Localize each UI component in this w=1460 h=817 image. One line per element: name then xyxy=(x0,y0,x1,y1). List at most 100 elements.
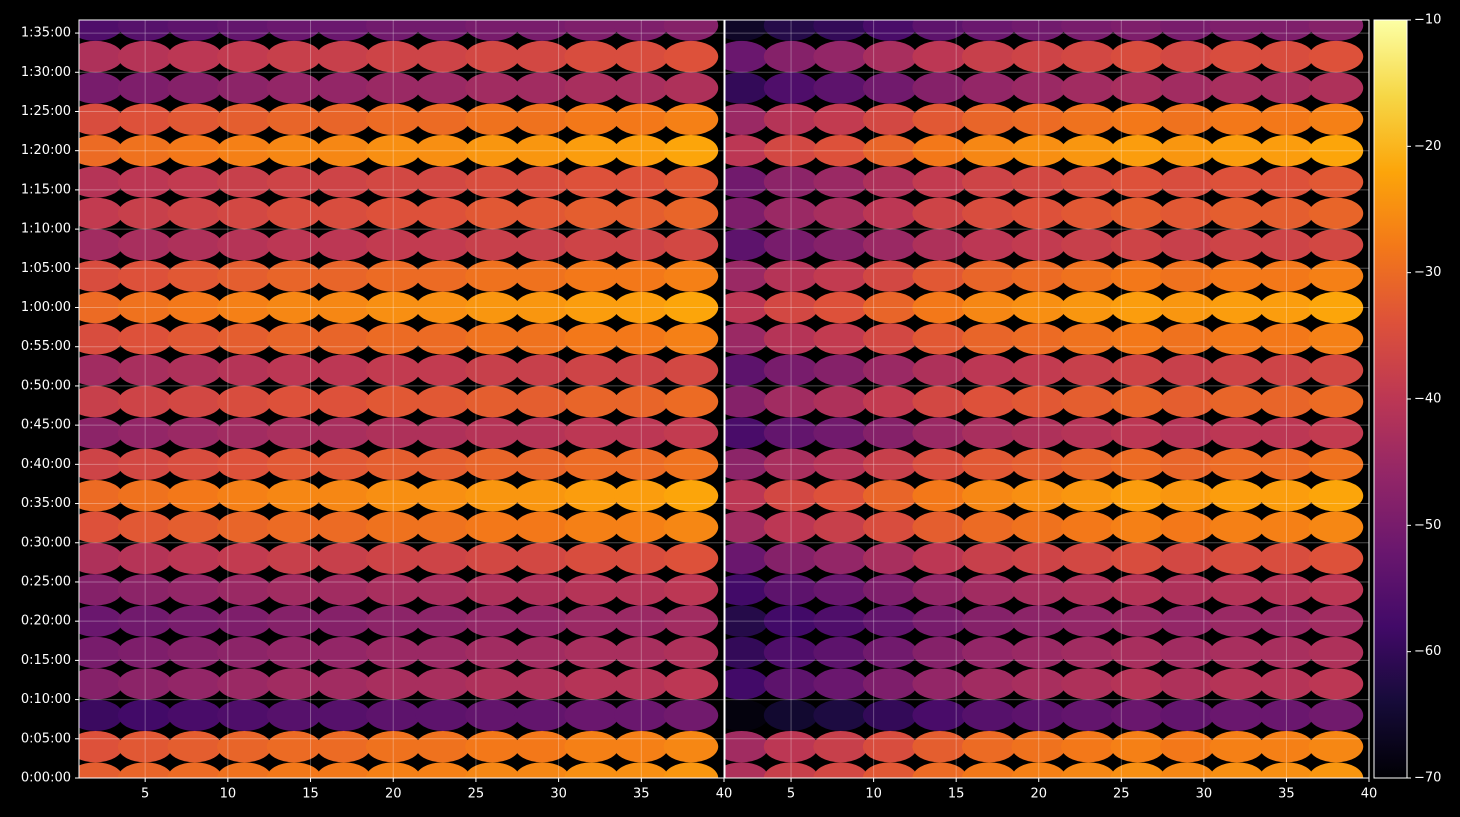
cell xyxy=(614,20,669,41)
cell xyxy=(564,636,619,669)
cell xyxy=(1011,636,1066,669)
cell xyxy=(614,229,669,261)
cell xyxy=(663,229,719,261)
cell xyxy=(725,699,769,731)
cell xyxy=(1209,668,1265,700)
cell xyxy=(514,135,570,167)
cell xyxy=(614,542,669,575)
cell xyxy=(117,668,173,700)
cell xyxy=(365,542,421,575)
cell xyxy=(79,762,123,778)
cell xyxy=(564,291,619,324)
cell xyxy=(813,605,868,637)
cell xyxy=(167,511,223,543)
cell xyxy=(725,574,769,606)
cell xyxy=(725,103,769,136)
cell xyxy=(564,730,619,763)
cell xyxy=(725,135,769,167)
cell xyxy=(1110,166,1166,198)
cell xyxy=(725,636,769,669)
x-tick-label: 15 xyxy=(948,787,965,802)
axes-frame xyxy=(78,19,725,779)
cell xyxy=(465,197,520,230)
cell xyxy=(117,605,173,637)
cell xyxy=(1259,166,1314,198)
cell xyxy=(1110,197,1166,230)
cell xyxy=(1160,20,1215,41)
cell xyxy=(465,385,520,418)
cell xyxy=(725,417,769,449)
cell xyxy=(266,417,322,449)
cell xyxy=(725,197,769,230)
cell xyxy=(725,385,769,418)
cell xyxy=(1110,323,1166,355)
cell xyxy=(614,103,669,136)
cell xyxy=(614,605,669,637)
cell xyxy=(663,668,719,700)
colorbar-tick-label: −70 xyxy=(1414,771,1441,786)
cell xyxy=(663,166,719,198)
cell xyxy=(514,385,570,418)
cell xyxy=(961,166,1017,198)
cell xyxy=(1209,699,1265,731)
cell xyxy=(167,385,223,418)
cell xyxy=(266,135,322,167)
cell xyxy=(415,417,471,449)
cell xyxy=(663,20,719,41)
cell xyxy=(465,605,520,637)
cell xyxy=(862,511,918,543)
cell xyxy=(1160,72,1215,104)
cell xyxy=(1259,385,1314,418)
cell xyxy=(912,417,967,449)
cell xyxy=(1061,730,1116,763)
cell xyxy=(763,480,819,512)
cell xyxy=(1061,762,1116,778)
cell xyxy=(564,20,619,41)
cell xyxy=(1308,166,1364,198)
cell xyxy=(614,636,669,669)
cell xyxy=(117,511,173,543)
cell xyxy=(1110,668,1166,700)
colorbar-tick-label: −60 xyxy=(1414,644,1441,659)
cell xyxy=(316,323,371,355)
cell xyxy=(614,385,669,418)
cell xyxy=(1160,574,1215,606)
cell xyxy=(167,480,223,512)
cell xyxy=(862,730,918,763)
cell xyxy=(1160,197,1215,230)
x-tick-label: 40 xyxy=(716,787,733,802)
cell xyxy=(862,323,918,355)
cell xyxy=(763,103,819,136)
cell xyxy=(117,730,173,763)
cell xyxy=(316,291,371,324)
cell xyxy=(117,542,173,575)
cell xyxy=(415,542,471,575)
cell xyxy=(1011,385,1066,418)
cell xyxy=(1011,699,1066,731)
cell xyxy=(763,323,819,355)
cell xyxy=(862,636,918,669)
cell xyxy=(763,135,819,167)
cell xyxy=(614,699,669,731)
cell xyxy=(1110,511,1166,543)
cell xyxy=(813,574,868,606)
cell xyxy=(365,229,421,261)
cell xyxy=(1209,574,1265,606)
cell xyxy=(912,699,967,731)
cell xyxy=(1061,480,1116,512)
cell xyxy=(365,605,421,637)
cell xyxy=(415,103,471,136)
cell xyxy=(266,542,322,575)
cell xyxy=(813,103,868,136)
cell xyxy=(514,417,570,449)
x-tick-label: 5 xyxy=(787,787,795,802)
cell xyxy=(663,385,719,418)
cell xyxy=(1308,20,1364,41)
cell xyxy=(813,511,868,543)
cell xyxy=(564,166,619,198)
cell xyxy=(1011,511,1066,543)
cell xyxy=(1110,229,1166,261)
cell xyxy=(415,197,471,230)
cell xyxy=(912,730,967,763)
cell xyxy=(465,229,520,261)
